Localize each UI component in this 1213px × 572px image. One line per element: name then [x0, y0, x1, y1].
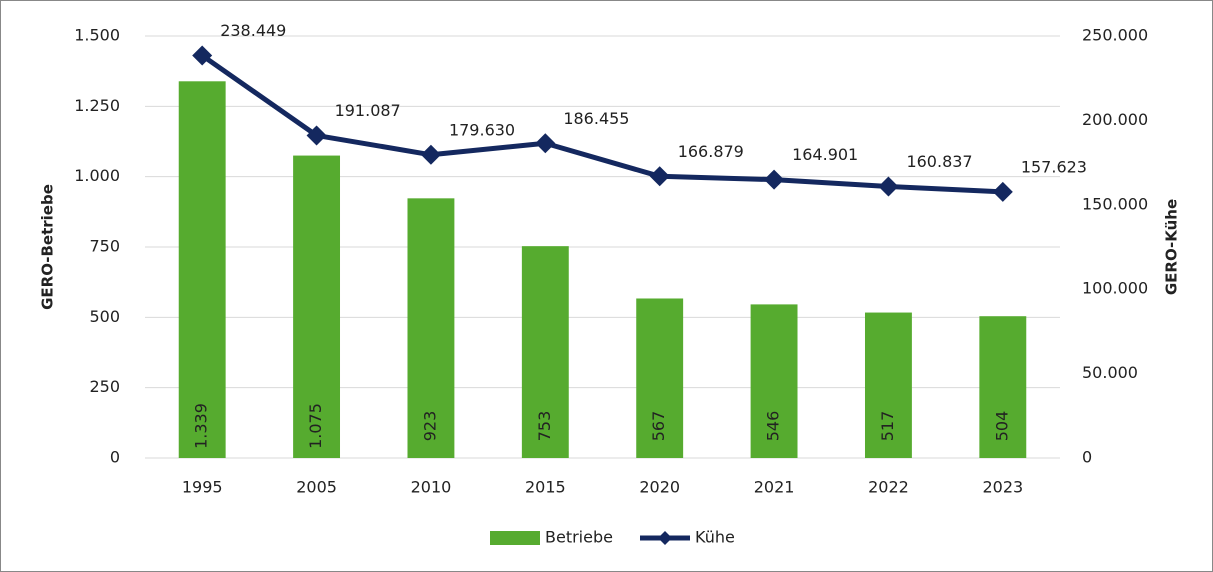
- line-value-label: 186.455: [563, 109, 629, 128]
- legend-label: Kühe: [695, 528, 735, 547]
- y2-tick-label: 200.000: [1082, 110, 1148, 129]
- y2-axis-title: GERO-Kühe: [1163, 199, 1181, 295]
- y2-tick-label: 50.000: [1082, 363, 1138, 382]
- y-tick-label: 250: [89, 377, 120, 396]
- bar: [864, 312, 912, 458]
- y-tick-label: 0: [110, 448, 120, 467]
- y-tick-label: 1.500: [74, 26, 120, 45]
- x-tick-label: 2005: [296, 478, 337, 497]
- line-value-label: 164.901: [792, 145, 858, 164]
- bar: [178, 81, 226, 458]
- line-marker: [306, 125, 327, 146]
- x-tick-label: 1995: [182, 478, 223, 497]
- bar-value-label: 517: [878, 411, 897, 442]
- bar: [407, 198, 455, 458]
- line-marker: [878, 176, 899, 197]
- bar: [750, 304, 798, 458]
- line-marker: [420, 144, 441, 165]
- y-tick-label: 500: [89, 307, 120, 326]
- y-tick-label: 1.250: [74, 96, 120, 115]
- legend-label: Betriebe: [545, 528, 613, 547]
- y2-tick-label: 150.000: [1082, 194, 1148, 213]
- bar: [979, 316, 1027, 458]
- line-marker: [764, 169, 785, 190]
- legend-swatch: [490, 531, 540, 545]
- bar-value-label: 1.075: [306, 403, 325, 449]
- line: [200, 53, 1003, 195]
- bar: [636, 298, 684, 458]
- line-value-label: 166.879: [678, 142, 744, 161]
- bar-value-label: 504: [992, 411, 1011, 442]
- bar-value-label: 546: [764, 411, 783, 442]
- legend-marker: [658, 531, 672, 545]
- bar-value-label: 567: [649, 411, 668, 442]
- x-tick-label: 2021: [754, 478, 795, 497]
- line-marker: [192, 45, 213, 66]
- y-axis-title: GERO-Betriebe: [39, 184, 57, 310]
- y-tick-label: 1.000: [74, 166, 120, 185]
- x-tick-label: 2023: [982, 478, 1023, 497]
- x-tick-label: 2015: [525, 478, 566, 497]
- y2-tick-label: 0: [1082, 448, 1092, 467]
- line-value-label: 238.449: [220, 21, 286, 40]
- line-marker: [992, 181, 1013, 202]
- line-value-label: 191.087: [335, 101, 401, 120]
- line-marker: [649, 166, 670, 187]
- x-tick-label: 2022: [868, 478, 909, 497]
- line-value-label: 160.837: [906, 152, 972, 171]
- y-tick-label: 750: [89, 237, 120, 256]
- line-marker: [535, 133, 556, 154]
- y2-tick-label: 250.000: [1082, 26, 1148, 45]
- bar-value-label: 1.339: [192, 403, 211, 449]
- bar-value-label: 753: [535, 411, 554, 442]
- bar-value-label: 923: [420, 411, 439, 442]
- y2-tick-label: 100.000: [1082, 279, 1148, 298]
- line-value-label: 157.623: [1021, 157, 1087, 176]
- bar: [521, 246, 569, 458]
- bar: [293, 155, 341, 459]
- x-tick-label: 2010: [411, 478, 452, 497]
- line-value-label: 179.630: [449, 120, 515, 139]
- x-tick-label: 2020: [639, 478, 680, 497]
